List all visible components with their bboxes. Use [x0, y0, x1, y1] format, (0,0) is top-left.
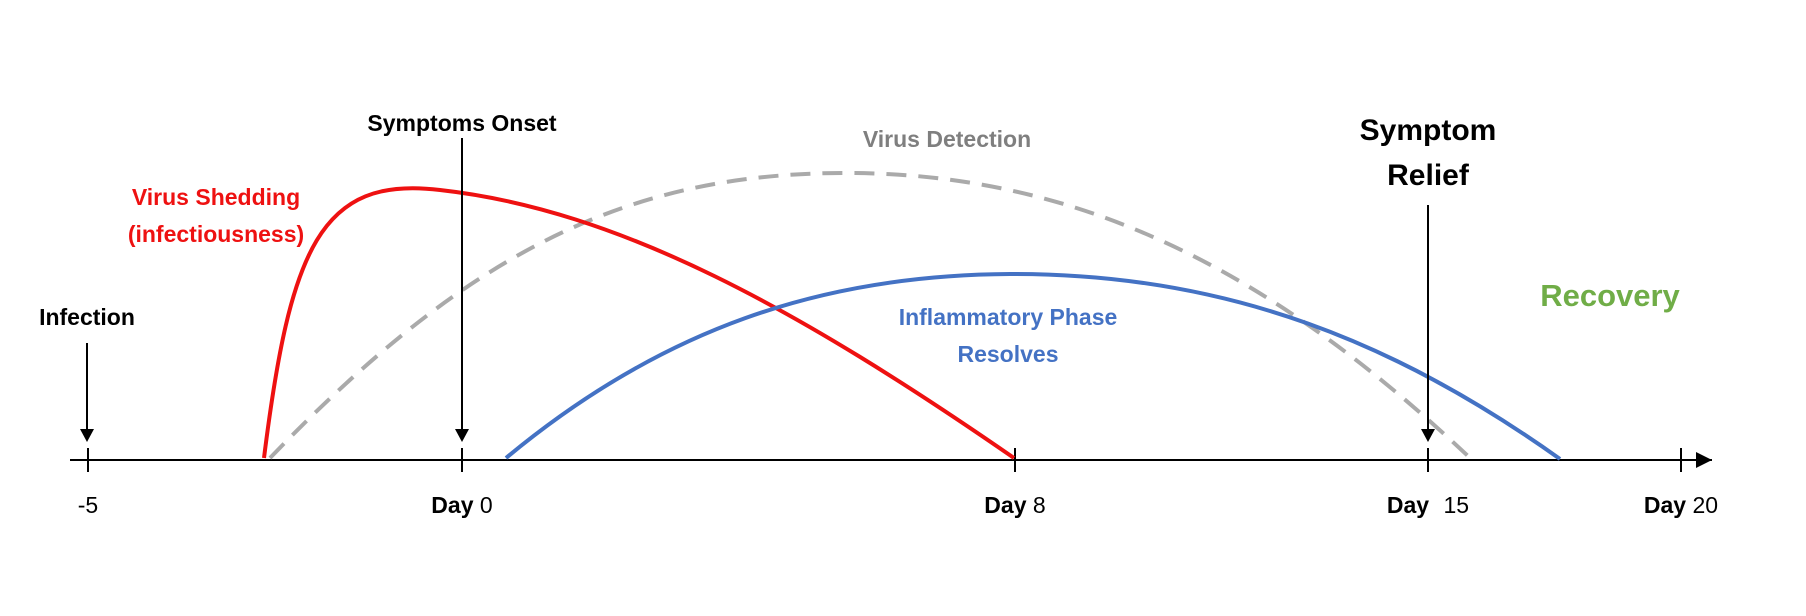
inflammatory-label-line2: Resolves: [957, 341, 1058, 367]
virus-detection-curve: [268, 170, 1470, 460]
symptom-relief-label-line2: Relief: [1387, 159, 1470, 192]
virus-detection-label: Virus Detection: [863, 126, 1031, 152]
inflammatory-curve: [504, 271, 1562, 461]
tick-label-d0: Day 0: [431, 492, 492, 518]
virus-shedding-label-line2: (infectiousness): [128, 221, 304, 247]
tick-label-d0-prefix: Day: [431, 492, 473, 518]
tick-label-d20-prefix: Day: [1644, 492, 1686, 518]
tick-label-d0-value: 0: [480, 492, 493, 518]
tick-label-d15: Day 15: [1387, 492, 1469, 518]
symptoms-onset-arrow-head: [455, 429, 469, 442]
symptom-relief-arrow-head: [1421, 429, 1435, 442]
axis-arrow-head: [1696, 452, 1712, 468]
inflammatory-label-line1: Inflammatory Phase: [899, 304, 1118, 330]
tick-label-d8-prefix: Day: [984, 492, 1026, 518]
tick-label-d15-value: 15: [1444, 492, 1470, 518]
tick-label-m5-value: -5: [78, 492, 98, 518]
tick-label-m5: -5: [78, 492, 98, 518]
tick-label-d20-value: 20: [1693, 492, 1719, 518]
infection-arrow-head: [80, 429, 94, 442]
tick-label-d8: Day 8: [984, 492, 1045, 518]
infection-label: Infection: [39, 304, 135, 330]
tick-label-d20: Day 20: [1644, 492, 1718, 518]
tick-label-d15-prefix: Day: [1387, 492, 1429, 518]
symptom-relief-label-line1: Symptom: [1360, 114, 1497, 147]
recovery-label: Recovery: [1540, 278, 1680, 313]
virus-shedding-label-line1: Virus Shedding: [132, 184, 300, 210]
symptoms-onset-label: Symptoms Onset: [367, 110, 556, 136]
virus-shedding-curve: [262, 186, 1016, 460]
tick-label-d8-value: 8: [1033, 492, 1046, 518]
